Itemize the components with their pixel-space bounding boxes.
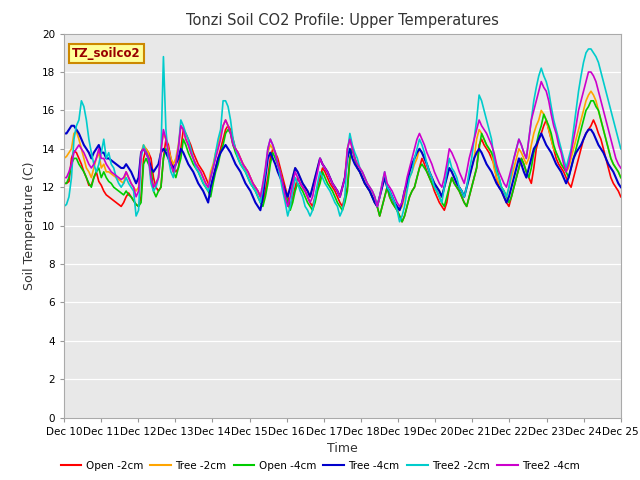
Text: TZ_soilco2: TZ_soilco2 [72, 47, 141, 60]
Title: Tonzi Soil CO2 Profile: Upper Temperatures: Tonzi Soil CO2 Profile: Upper Temperatur… [186, 13, 499, 28]
X-axis label: Time: Time [327, 442, 358, 455]
Legend: Open -2cm, Tree -2cm, Open -4cm, Tree -4cm, Tree2 -2cm, Tree2 -4cm: Open -2cm, Tree -2cm, Open -4cm, Tree -4… [56, 456, 584, 475]
Y-axis label: Soil Temperature (C): Soil Temperature (C) [23, 161, 36, 290]
